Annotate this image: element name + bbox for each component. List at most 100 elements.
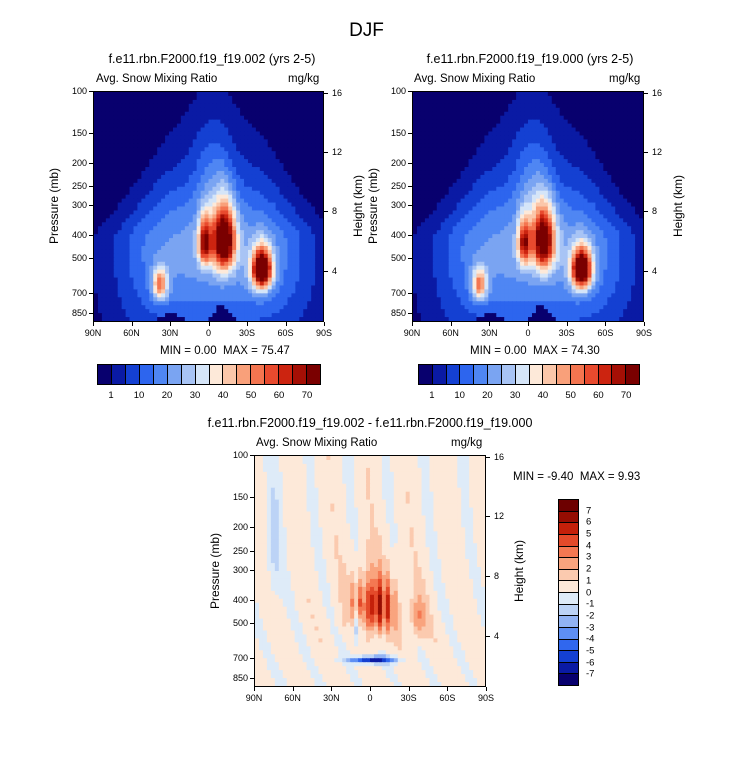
panel-left-cell: [220, 297, 225, 302]
panel-left-cell: [319, 151, 323, 156]
panel-left-cell: [279, 297, 285, 302]
panel-right-cell: [480, 186, 485, 192]
panel-right-cell: [468, 147, 474, 152]
panel-left-cell: [255, 119, 261, 125]
panel-right-cell: [551, 135, 557, 140]
panel-right-cell: [500, 139, 505, 144]
panel-left-cell: [105, 249, 111, 255]
panel-left-cell: [94, 313, 99, 318]
panel-right-cell: [444, 147, 450, 152]
panel-right-cell: [547, 174, 553, 180]
panel-left-cell: [184, 115, 190, 121]
panel-right-cell: [559, 167, 565, 172]
panel-right-cell: [424, 127, 430, 133]
panel-right-cell: [508, 131, 513, 137]
panel-left-cell: [259, 277, 265, 283]
panel-left-cell: [295, 131, 300, 137]
panel-right-cell: [508, 103, 513, 109]
panel-right-cell: [611, 103, 616, 109]
panel-right-cell: [413, 167, 418, 172]
panel-right-cell: [603, 186, 608, 192]
panel-left-cell: [109, 238, 115, 243]
panel-right-cell: [599, 123, 604, 129]
panel-left-cell: [208, 190, 214, 196]
panel-left-cell: [105, 178, 111, 184]
panel-left-cell: [153, 265, 158, 271]
panel-right-cell: [420, 174, 426, 180]
panel-left-colorbar-swatch: [293, 365, 308, 384]
panel-left-cell: [303, 317, 308, 321]
panel-left-cell: [275, 198, 281, 204]
panel-right-cell: [639, 163, 643, 168]
panel-left-cell: [105, 261, 111, 267]
panel-right-cell: [452, 135, 458, 140]
panel-left-cell: [240, 170, 245, 176]
panel-right-cell: [571, 178, 577, 184]
panel-left-cell: [145, 238, 150, 243]
panel-left-cell: [109, 170, 115, 176]
panel-left-cell: [113, 297, 119, 302]
panel-left-cell: [180, 135, 186, 140]
panel-left-cell: [196, 313, 202, 318]
panel-left-cell: [299, 313, 304, 318]
panel-left-cell: [137, 242, 142, 247]
panel-left-cell: [180, 234, 186, 239]
panel-left-cell: [208, 103, 214, 109]
panel-right-cell: [563, 147, 569, 152]
panel-left-cell: [247, 249, 253, 255]
panel-left-cell: [279, 147, 285, 152]
panel-left-cell: [255, 170, 261, 176]
panel-left-cell: [220, 103, 225, 109]
panel-right-cell: [496, 123, 501, 129]
panel-right-cell: [599, 131, 604, 137]
panel-right-cell: [524, 194, 529, 200]
panel-left-cell: [311, 285, 316, 291]
panel-left-cell: [200, 214, 206, 219]
panel-left-cell: [307, 170, 312, 176]
panel-right-cell: [460, 163, 466, 168]
panel-left-cell: [109, 277, 115, 283]
panel-left-cell: [275, 313, 281, 318]
panel-left-cell: [307, 238, 312, 243]
panel-right-cell: [480, 170, 485, 176]
panel-left-cell: [169, 123, 174, 129]
panel-right-cell: [639, 92, 643, 97]
panel-left-cell: [303, 202, 308, 208]
panel-left-cell: [145, 135, 150, 140]
panel-right-cell: [575, 139, 581, 144]
panel-right-cell: [432, 92, 438, 97]
panel-right-cell: [516, 174, 521, 180]
panel-right-cell: [508, 167, 513, 172]
panel-right-cell: [512, 167, 517, 172]
panel-right-cell: [535, 186, 541, 192]
panel-right-cell: [524, 174, 529, 180]
panel-left-cell: [204, 238, 210, 243]
panel-left-cell: [263, 119, 269, 125]
panel-left-cell: [299, 230, 304, 235]
panel-left-cell: [165, 206, 170, 212]
panel-left-cell: [188, 245, 194, 251]
panel-left-cell: [125, 143, 131, 148]
panel-left-cell: [153, 317, 158, 321]
panel-left-cell: [275, 155, 281, 160]
panel-right-cell: [488, 159, 493, 164]
panel-left-cell: [196, 257, 202, 263]
panel-left-cell: [137, 297, 142, 302]
panel-left-cell: [121, 198, 127, 204]
panel-left-cell: [259, 131, 265, 137]
panel-right-cell: [563, 155, 569, 160]
panel-right-cell: [631, 147, 636, 152]
panel-right-cell: [516, 135, 521, 140]
panel-left-cell: [299, 297, 304, 302]
panel-left-cell: [287, 99, 293, 105]
panel-left-cell: [224, 317, 229, 321]
panel-left-cell: [307, 309, 312, 314]
panel-right-cell: [551, 167, 557, 172]
panel-right-cell: [535, 167, 541, 172]
panel-left-cell: [267, 293, 273, 298]
panel-left-cell: [176, 242, 182, 247]
panel-right-cell: [551, 139, 557, 144]
panel-left-cell: [224, 261, 229, 267]
panel-left-cell: [125, 139, 131, 144]
panel-left-cell: [236, 226, 241, 231]
